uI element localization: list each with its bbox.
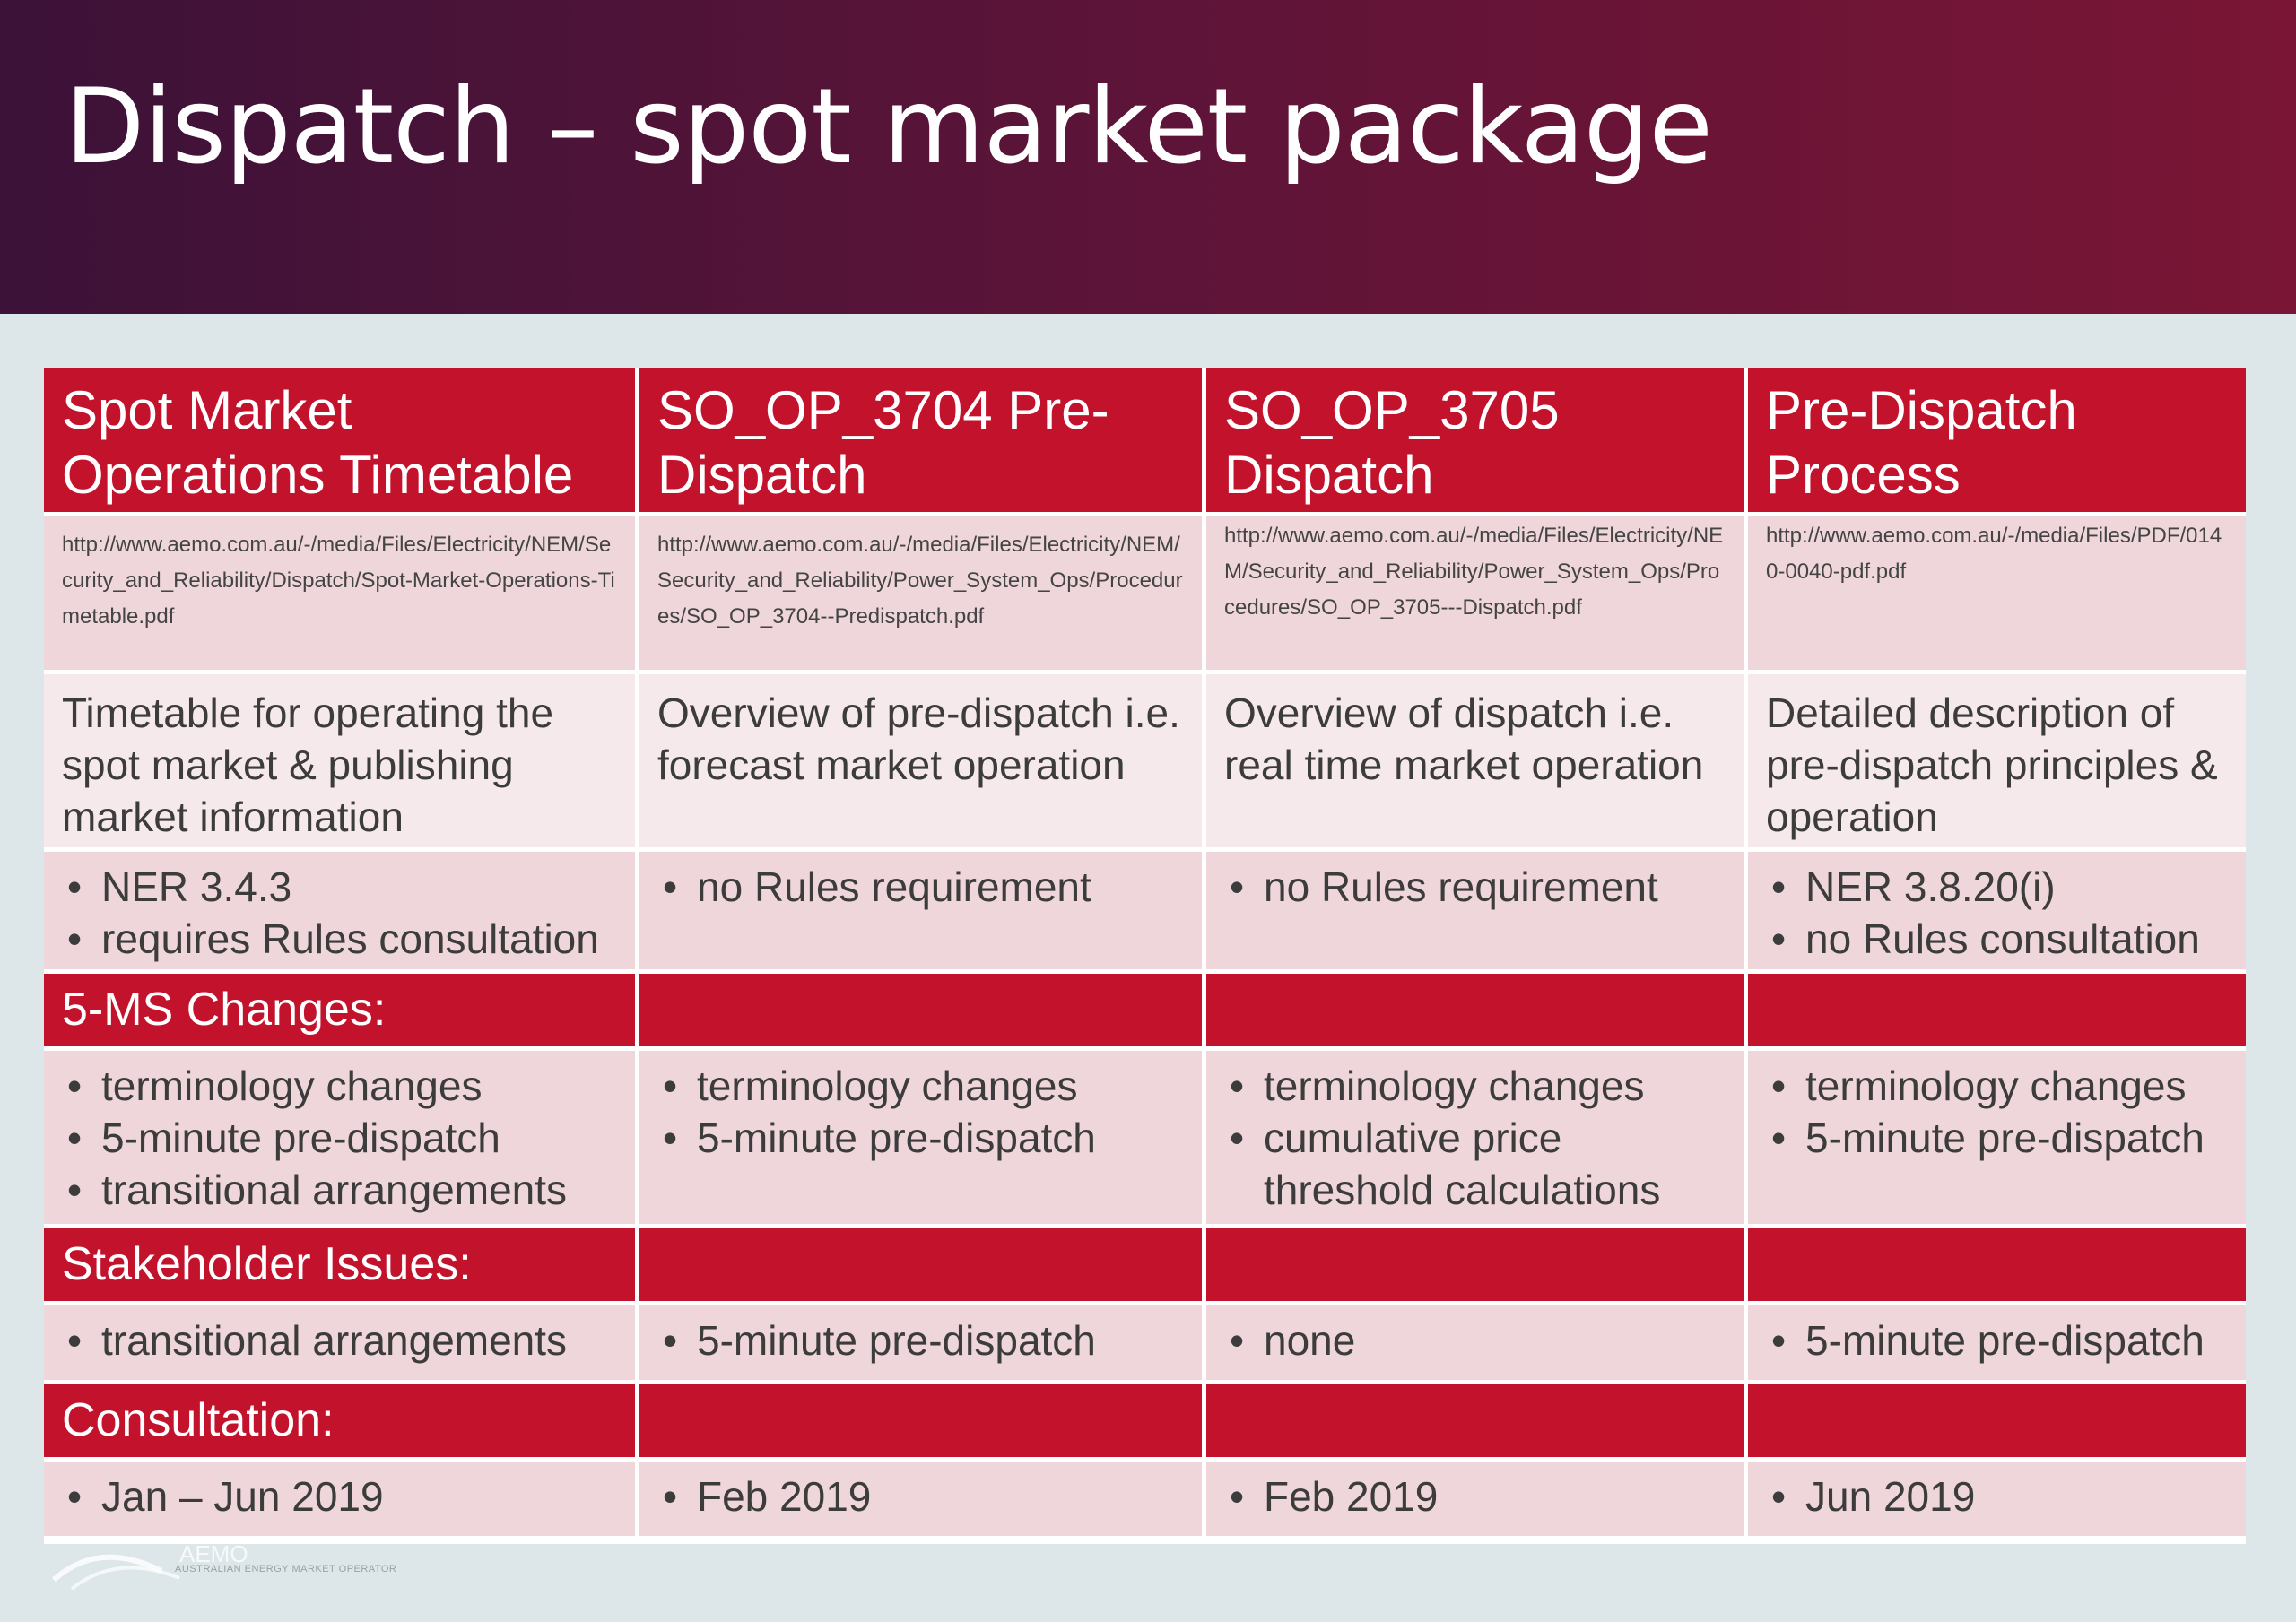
consultation-cell: Feb 2019 [1206,1462,1748,1540]
list-item: transitional arrangements [62,1164,617,1216]
section-label-changes: 5-MS Changes: [44,974,639,1051]
section-bar [1748,974,2246,1051]
list-item: 5-minute pre-dispatch [1766,1314,2228,1366]
rules-cell: NER 3.4.3 requires Rules consultation [44,852,639,974]
document-url[interactable]: http://www.aemo.com.au/-/media/Files/Ele… [1206,516,1748,674]
list-item: 5-minute pre-dispatch [62,1112,617,1164]
section-bar [1206,1384,1748,1462]
section-bar [1206,974,1748,1051]
document-url[interactable]: http://www.aemo.com.au/-/media/Files/PDF… [1748,516,2246,674]
list-item: no Rules requirement [1224,861,1726,913]
document-url[interactable]: http://www.aemo.com.au/-/media/Files/Ele… [639,516,1206,674]
list-item: Feb 2019 [1224,1470,1726,1522]
consultation-cell: Feb 2019 [639,1462,1206,1540]
list-item: no Rules requirement [657,861,1184,913]
list-item: transitional arrangements [62,1314,617,1366]
section-bar [1206,1228,1748,1305]
list-item: NER 3.4.3 [62,861,617,913]
logo-text: AUSTRALIAN ENERGY MARKET OPERATOR [175,1564,397,1574]
page-title: Dispatch – spot market package [65,66,1713,187]
rules-cell: no Rules requirement [639,852,1206,974]
consultation-cell: Jan – Jun 2019 [44,1462,639,1540]
issues-cell: none [1206,1305,1748,1384]
document-url[interactable]: http://www.aemo.com.au/-/media/Files/Ele… [44,516,639,674]
rules-cell: no Rules requirement [1206,852,1748,974]
list-item: 5-minute pre-dispatch [1766,1112,2228,1164]
list-item: Feb 2019 [657,1470,1184,1522]
issues-cell: transitional arrangements [44,1305,639,1384]
list-item: no Rules consultation [1766,913,2228,965]
issues-cell: 5-minute pre-dispatch [1748,1305,2246,1384]
column-header: Pre-Dispatch Process Description [1748,368,2246,516]
description: Overview of pre-dispatch i.e. forecast m… [639,674,1206,852]
description: Detailed description of pre-dispatch pri… [1748,674,2246,852]
changes-cell: terminology changes 5-minute pre-dispatc… [1748,1051,2246,1228]
list-item: terminology changes [62,1060,617,1112]
list-item: none [1224,1314,1726,1366]
list-item: terminology changes [657,1060,1184,1112]
list-item: 5-minute pre-dispatch [657,1112,1184,1164]
list-item: requires Rules consultation [62,913,617,965]
section-bar [639,974,1206,1051]
comparison-table: Spot Market Operations Timetable SO_OP_3… [44,368,2246,1544]
column-header: SO_OP_3704 Pre-Dispatch [639,368,1206,516]
consultation-cell: Jun 2019 [1748,1462,2246,1540]
section-bar [639,1384,1206,1462]
list-item: Jan – Jun 2019 [62,1470,617,1522]
section-bar [1748,1228,2246,1305]
list-item: 5-minute pre-dispatch [657,1314,1184,1366]
title-banner: Dispatch – spot market package [0,0,2296,314]
issues-cell: 5-minute pre-dispatch [639,1305,1206,1384]
rules-cell: NER 3.8.20(i) no Rules consultation [1748,852,2246,974]
changes-cell: terminology changes 5-minute pre-dispatc… [44,1051,639,1228]
description: Overview of dispatch i.e. real time mark… [1206,674,1748,852]
column-header: Spot Market Operations Timetable [44,368,639,516]
changes-cell: terminology changes 5-minute pre-dispatc… [639,1051,1206,1228]
list-item: NER 3.8.20(i) [1766,861,2228,913]
section-bar [1748,1384,2246,1462]
svg-text:AEMO: AEMO [179,1544,248,1567]
section-label-issues: Stakeholder Issues: [44,1228,639,1305]
changes-cell: terminology changes cumulative price thr… [1206,1051,1748,1228]
list-item: terminology changes [1766,1060,2228,1112]
column-header: SO_OP_3705 Dispatch [1206,368,1748,516]
section-bar [639,1228,1206,1305]
list-item: terminology changes [1224,1060,1726,1112]
list-item: cumulative price threshold calculations [1224,1112,1726,1216]
aemo-logo-icon: AEMO [51,1544,248,1591]
section-label-consultation: Consultation: [44,1384,639,1462]
list-item: Jun 2019 [1766,1470,2228,1522]
description: Timetable for operating the spot market … [44,674,639,852]
